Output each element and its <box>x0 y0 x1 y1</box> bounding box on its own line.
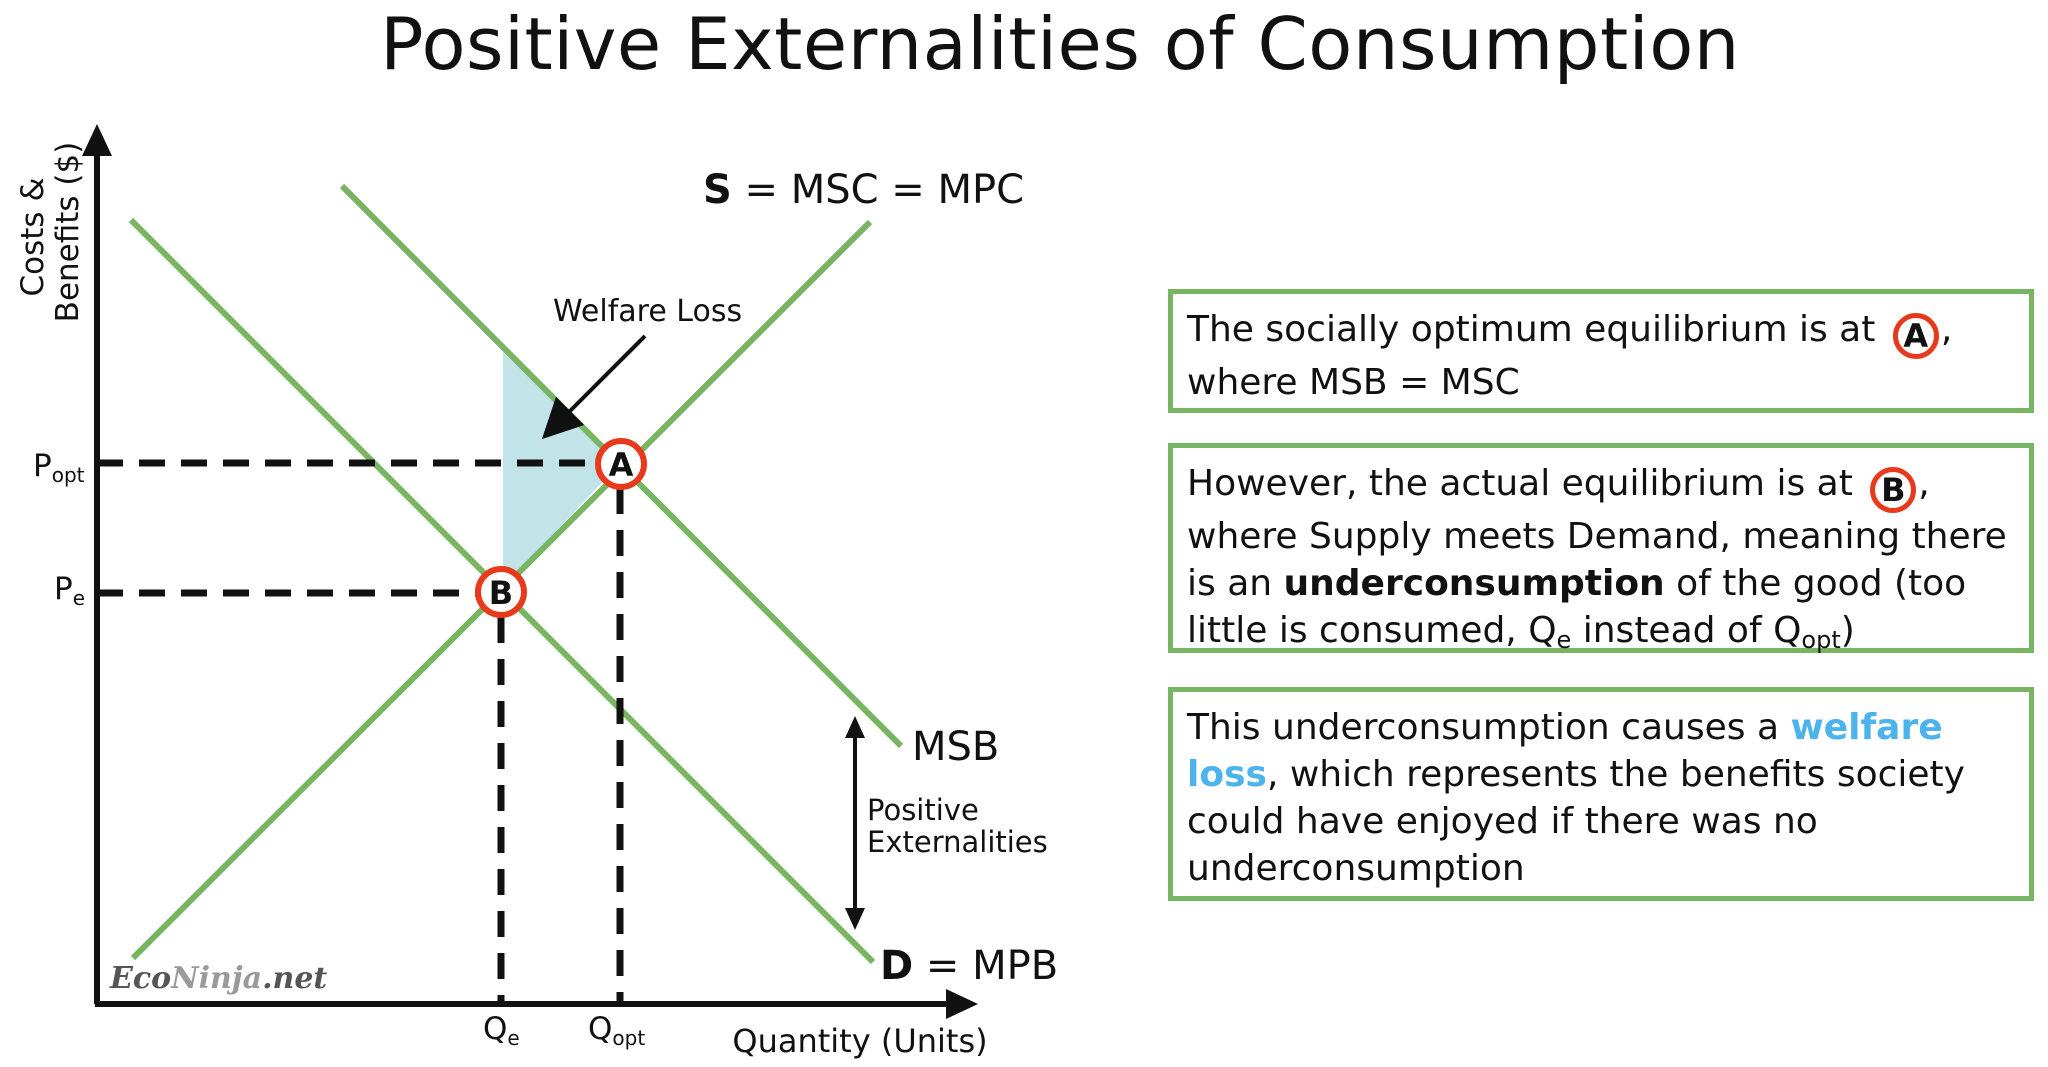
box2-text-mid: , where Supply meets Demand, meaning the… <box>1187 463 2007 604</box>
welfare-loss-arrow-icon <box>541 334 647 440</box>
box2-text: However, the actual equilibrium is at <box>1187 463 1865 504</box>
y-axis-arrow-icon <box>82 124 112 156</box>
box3-text: This underconsumption causes a <box>1187 707 1791 748</box>
x-axis-arrow-icon <box>946 989 978 1019</box>
x-axis-label: Quantity (Units) <box>732 1022 987 1060</box>
welfare-highlight: welfare <box>1790 707 1943 748</box>
supply-curve-label: S = MSC = MPC <box>703 167 1024 213</box>
q-opt-tick-label: Qopt <box>588 1011 645 1050</box>
point-b-marker: B <box>475 566 527 618</box>
box2-sub-e: e <box>1556 626 1572 654</box>
loss-highlight: loss <box>1187 754 1267 795</box>
point-b-label: B <box>489 574 513 612</box>
positive-externalities-label: Positive Externalities <box>867 793 1048 859</box>
explanation-box-optimum: The socially optimum equilibrium is at A… <box>1168 289 2034 413</box>
box2-text-qe: of the good (too little is consumed, Q <box>1187 563 1967 651</box>
demand-curve-label: D = MPB <box>880 943 1058 989</box>
point-a-label: A <box>609 446 634 484</box>
msb-curve-label: MSB <box>912 724 999 770</box>
welfare-loss-label: Welfare Loss <box>553 294 742 329</box>
y-axis-label: Costs & Benefits ($) <box>15 142 86 323</box>
box2-text-end: ) <box>1840 610 1855 651</box>
q-e-tick-label: Qe <box>483 1011 520 1050</box>
p-e-tick-label: Pe <box>54 571 85 610</box>
box1-text: The socially optimum equilibrium is at <box>1187 309 1887 350</box>
box1-text-end: , where MSB = MSC <box>1187 309 1953 403</box>
explanation-box-welfare-loss: This underconsumption causes a welfare l… <box>1168 687 2034 901</box>
explanation-box-actual: However, the actual equilibrium is at B,… <box>1168 443 2034 653</box>
box3-text-end: , which represents the benefits society … <box>1187 754 1965 889</box>
box2-text-qopt: instead of Q <box>1571 610 1802 651</box>
point-a-marker: A <box>595 438 647 490</box>
externality-down-arrow-icon <box>845 908 865 930</box>
externality-up-arrow-icon <box>845 716 865 738</box>
econinja-watermark: EcoNinja.net <box>109 961 327 996</box>
welfare-loss-area <box>503 352 620 588</box>
box2-point-b-badge: B <box>1870 467 1917 513</box>
box1-point-a-badge: A <box>1892 313 1939 359</box>
p-opt-tick-label: Popt <box>33 448 85 487</box>
box2-sub-opt: opt <box>1801 626 1841 654</box>
page-title: Positive Externalities of Consumption <box>380 2 1740 86</box>
underconsumption-emphasis: underconsumption <box>1283 563 1665 604</box>
